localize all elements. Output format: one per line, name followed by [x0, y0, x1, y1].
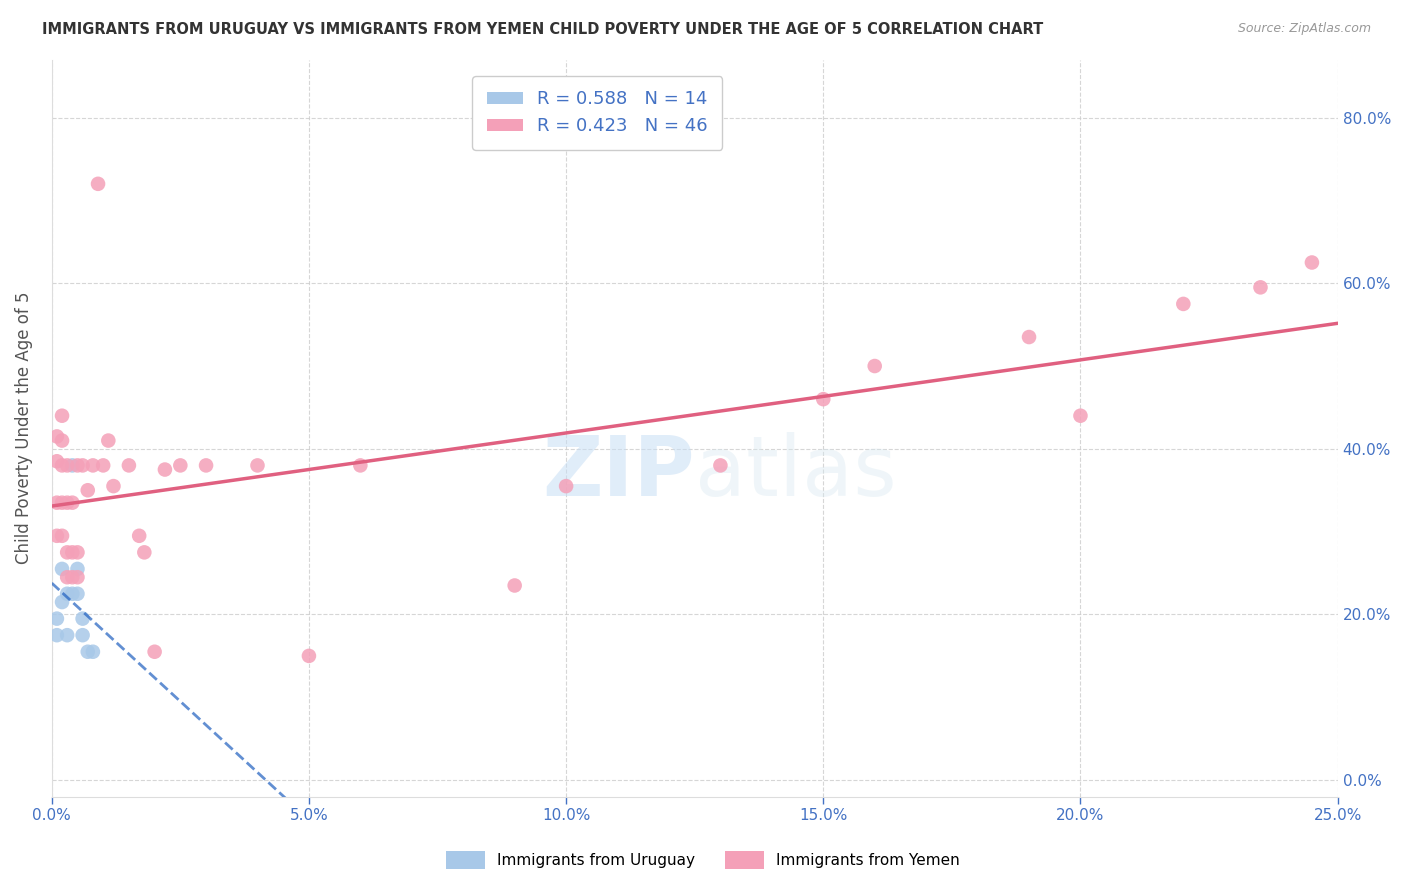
Point	[60, 496, 83, 510]
Point	[97, 434, 120, 448]
Point	[169, 458, 191, 473]
Point	[128, 529, 150, 543]
Point	[195, 458, 218, 473]
Point	[51, 409, 73, 423]
Text: IMMIGRANTS FROM URUGUAY VS IMMIGRANTS FROM YEMEN CHILD POVERTY UNDER THE AGE OF : IMMIGRANTS FROM URUGUAY VS IMMIGRANTS FR…	[42, 22, 1043, 37]
Point	[1301, 255, 1323, 269]
Point	[863, 359, 886, 373]
Point	[51, 529, 73, 543]
Point	[246, 458, 269, 473]
Point	[66, 545, 89, 559]
Point	[298, 648, 321, 663]
Point	[66, 562, 89, 576]
Point	[45, 529, 67, 543]
Point	[82, 645, 104, 659]
Text: Source: ZipAtlas.com: Source: ZipAtlas.com	[1237, 22, 1371, 36]
Point	[45, 429, 67, 443]
Point	[66, 458, 89, 473]
Point	[349, 458, 371, 473]
Point	[60, 570, 83, 584]
Point	[56, 587, 79, 601]
Point	[72, 628, 94, 642]
Point	[66, 570, 89, 584]
Point	[1173, 297, 1195, 311]
Legend: R = 0.588   N = 14, R = 0.423   N = 46: R = 0.588 N = 14, R = 0.423 N = 46	[472, 76, 723, 150]
Point	[813, 392, 835, 406]
Point	[66, 587, 89, 601]
Point	[56, 458, 79, 473]
Point	[56, 496, 79, 510]
Point	[56, 570, 79, 584]
Point	[103, 479, 125, 493]
Point	[60, 458, 83, 473]
Point	[51, 562, 73, 576]
Point	[45, 628, 67, 642]
Point	[1069, 409, 1091, 423]
Point	[56, 545, 79, 559]
Point	[503, 578, 526, 592]
Point	[153, 462, 176, 476]
Legend: Immigrants from Uruguay, Immigrants from Yemen: Immigrants from Uruguay, Immigrants from…	[440, 845, 966, 875]
Point	[555, 479, 578, 493]
Point	[51, 458, 73, 473]
Point	[72, 612, 94, 626]
Point	[709, 458, 731, 473]
Point	[56, 628, 79, 642]
Text: ZIP: ZIP	[543, 432, 695, 513]
Point	[45, 612, 67, 626]
Text: atlas: atlas	[695, 432, 897, 513]
Point	[1250, 280, 1272, 294]
Point	[134, 545, 156, 559]
Point	[1018, 330, 1040, 344]
Point	[143, 645, 166, 659]
Point	[60, 545, 83, 559]
Point	[91, 458, 114, 473]
Point	[82, 458, 104, 473]
Point	[76, 645, 98, 659]
Point	[51, 496, 73, 510]
Point	[60, 587, 83, 601]
Point	[51, 595, 73, 609]
Y-axis label: Child Poverty Under the Age of 5: Child Poverty Under the Age of 5	[15, 292, 32, 565]
Point	[118, 458, 141, 473]
Point	[87, 177, 110, 191]
Point	[72, 458, 94, 473]
Point	[45, 454, 67, 468]
Point	[51, 434, 73, 448]
Point	[76, 483, 98, 498]
Point	[45, 496, 67, 510]
